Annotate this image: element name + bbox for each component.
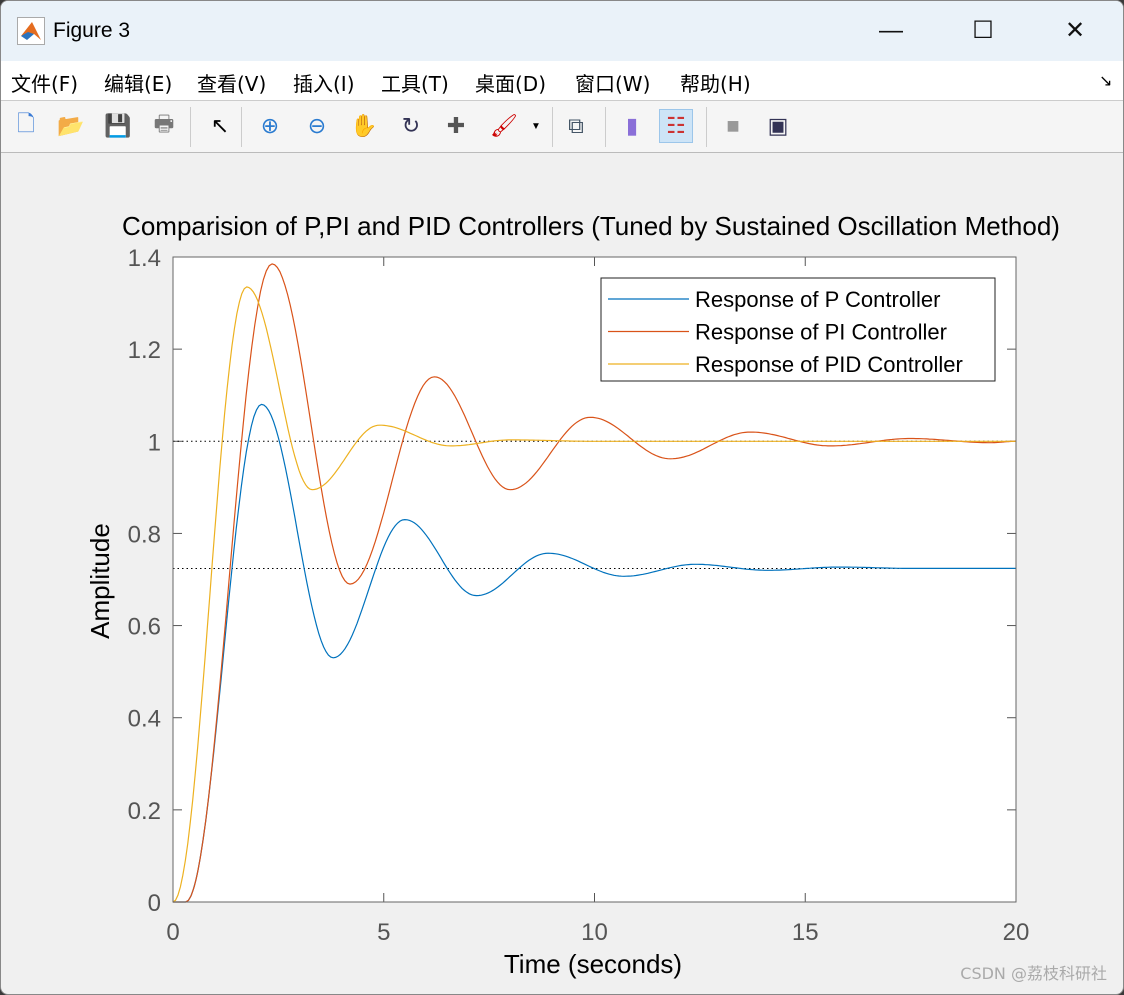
axes-box	[172, 256, 1017, 903]
colorbar-icon[interactable]: ▮	[625, 113, 639, 138]
toolbar: 🗋 📂 💾 🖶 ↖ ⊕ ⊖ ✋ ↻ ✚ 🖌 ⧉ ▮ ☷ ■ ▣ ▼	[1, 101, 1123, 153]
open-file-icon[interactable]: 📂	[57, 113, 85, 138]
data-cursor-icon[interactable]: ✚	[446, 113, 466, 138]
pointer-icon[interactable]: ↖	[210, 113, 230, 138]
toolbar-separator	[190, 107, 191, 147]
brush-dropdown-icon[interactable]: ▼	[531, 120, 541, 132]
x-tick-label: 10	[581, 919, 608, 946]
zoom-out-icon[interactable]: ⊖	[307, 113, 327, 138]
menu-view[interactable]: 查看(V)	[197, 72, 267, 96]
zoom-in-icon[interactable]: ⊕	[260, 113, 280, 138]
link-plot-icon[interactable]: ⧉	[568, 113, 584, 138]
x-tick-label: 5	[377, 919, 390, 946]
toolbar-separator	[241, 107, 242, 147]
menu-insert[interactable]: 插入(I)	[293, 72, 355, 96]
watermark: CSDN @荔枝科研社	[960, 964, 1107, 983]
close-button[interactable]: ✕	[1064, 17, 1086, 44]
rotate-3d-icon[interactable]: ↻	[401, 113, 421, 138]
menu-window[interactable]: 窗口(W)	[575, 72, 651, 96]
chart-title: Comparision of P,PI and PID Controllers …	[122, 211, 1060, 241]
toolbar-separator	[706, 107, 707, 147]
title-bar: Figure 3 — ☐ ✕	[1, 1, 1123, 61]
series-line-pi	[173, 263, 1016, 903]
save-icon[interactable]: 💾	[104, 113, 132, 138]
legend-entry: Response of PID Controller	[695, 352, 963, 377]
y-tick-label: 0.2	[128, 798, 161, 825]
minimize-button[interactable]: —	[879, 17, 903, 44]
y-tick-label: 0.4	[128, 706, 161, 733]
new-figure-icon[interactable]: 🗋	[17, 111, 35, 136]
legend-entry: Response of PI Controller	[695, 320, 947, 345]
y-tick-label: 0	[148, 890, 161, 917]
y-tick-label: 1.4	[128, 245, 161, 272]
window-title: Figure 3	[53, 19, 131, 42]
brush-icon[interactable]: 🖌	[490, 113, 518, 138]
maximize-button[interactable]: ☐	[972, 17, 994, 44]
y-tick-label: 0.6	[128, 614, 161, 641]
legend-icon[interactable]: ☷	[659, 109, 693, 143]
menu-bar: 文件(F) 编辑(E) 查看(V) 插入(I) 工具(T) 桌面(D) 窗口(W…	[1, 61, 1123, 101]
series-line-p	[173, 403, 1016, 903]
x-axis-label: Time (seconds)	[504, 949, 682, 979]
menu-edit[interactable]: 编辑(E)	[104, 72, 173, 96]
y-tick-label: 1	[148, 429, 161, 456]
menu-help[interactable]: 帮助(H)	[680, 72, 751, 96]
toolbar-separator	[552, 107, 553, 147]
legend-entry: Response of P Controller	[695, 287, 940, 312]
menu-file[interactable]: 文件(F)	[11, 72, 79, 96]
y-axis-label: Amplitude	[85, 523, 115, 639]
y-tick-label: 0.8	[128, 521, 161, 548]
x-tick-label: 20	[1003, 919, 1030, 946]
series-line-pid	[172, 286, 1016, 903]
dock-arrow-icon[interactable]: ↘	[1099, 71, 1113, 90]
toolbar-separator	[605, 107, 606, 147]
x-tick-label: 0	[166, 919, 179, 946]
show-plot-tools-icon[interactable]: ▣	[767, 113, 789, 138]
x-tick-label: 15	[792, 919, 819, 946]
menu-desktop[interactable]: 桌面(D)	[475, 72, 547, 96]
matlab-logo-icon	[17, 17, 45, 45]
y-tick-label: 1.2	[128, 337, 161, 364]
menu-tools[interactable]: 工具(T)	[381, 72, 449, 96]
pan-hand-icon[interactable]: ✋	[350, 113, 378, 138]
hide-plot-tools-icon[interactable]: ■	[726, 113, 740, 138]
print-icon[interactable]: 🖶	[153, 111, 175, 136]
